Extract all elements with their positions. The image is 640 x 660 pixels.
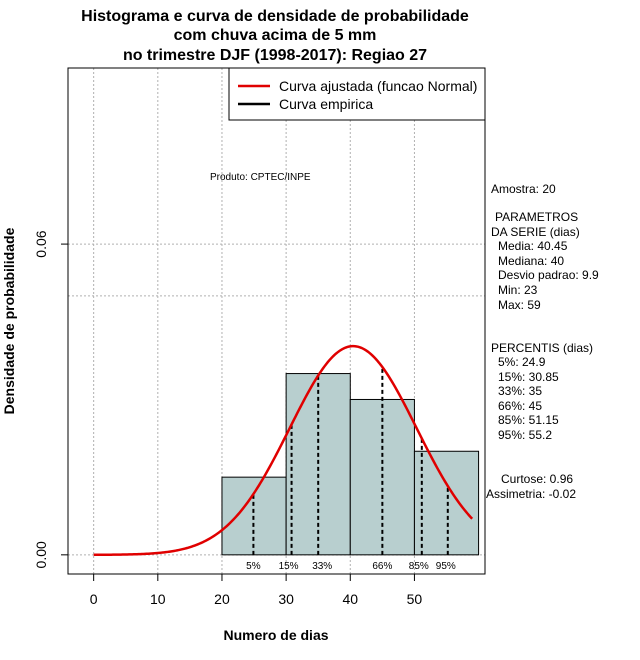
stat-p85: 85%: 51.15 [498, 413, 559, 427]
stats-panel: Amostra: 20 PARAMETROS DA SERIE (dias) M… [486, 182, 599, 501]
legend-label-empirical: Curva empirica [279, 96, 373, 112]
chart-title: Histograma e curva de densidade de proba… [81, 8, 469, 64]
x-tick-label-0: 0 [90, 591, 98, 607]
hist-bar-3 [413, 450, 480, 556]
params-title-1: PARAMETROS [495, 210, 578, 224]
sample-size: Amostra: 20 [491, 182, 556, 196]
y-axis: 0.00 0.06 [33, 230, 69, 568]
legend: Curva ajustada (funcao Normal) Curva emp… [228, 67, 486, 121]
stat-skewness: Assimetria: -0.02 [486, 487, 576, 501]
normal-curve-group [93, 344, 474, 557]
stat-p33: 33%: 35 [498, 384, 542, 398]
percentile-label-1: 15% [279, 561, 299, 572]
histogram-bars [221, 373, 480, 556]
percentile-lines [252, 367, 449, 555]
stat-std: Desvio padrao: 9.9 [498, 268, 599, 282]
title-line-3: no trimestre DJF (1998-2017): Regiao 27 [123, 47, 427, 64]
stat-mean: Media: 40.45 [498, 239, 568, 253]
stat-p95: 95%: 55.2 [498, 428, 552, 442]
y-tick-label-0-06: 0.06 [33, 230, 49, 257]
legend-box [228, 67, 486, 121]
y-tick-label-0: 0.00 [33, 541, 49, 568]
percentile-label-0: 5% [246, 561, 261, 572]
x-tick-label-30: 30 [278, 591, 294, 607]
x-tick-label-20: 20 [214, 591, 230, 607]
legend-label-normal: Curva ajustada (funcao Normal) [279, 78, 477, 94]
normal-curve [93, 344, 474, 557]
percentile-label-2: 33% [312, 561, 332, 572]
percentile-label-5: 95% [436, 561, 456, 572]
stat-min: Min: 23 [498, 283, 538, 297]
x-axis-label: Numero de dias [223, 627, 328, 643]
stat-median: Mediana: 40 [498, 254, 564, 268]
percentile-labels: 5% 15% 33% 66% 85% 95% [246, 561, 456, 572]
y-axis-label: Densidade de probabilidade [1, 227, 17, 414]
x-tick-label-50: 50 [407, 591, 423, 607]
stat-p66: 66%: 45 [498, 399, 542, 413]
percentiles-title: PERCENTIS (dias) [491, 341, 593, 355]
params-title-2: DA SERIE (dias) [491, 225, 580, 239]
stat-kurtosis: Curtose: 0.96 [501, 472, 573, 486]
title-line-2: com chuva acima de 5 mm [174, 27, 377, 44]
x-tick-label-10: 10 [150, 591, 166, 607]
percentile-label-4: 85% [409, 561, 429, 572]
product-label: Produto: CPTEC/INPE [210, 172, 311, 183]
x-axis: 0 10 20 30 40 50 [90, 573, 423, 607]
title-line-1: Histograma e curva de densidade de proba… [81, 8, 469, 25]
x-tick-label-40: 40 [342, 591, 358, 607]
percentile-label-3: 66% [372, 561, 392, 572]
stat-max: Max: 59 [498, 298, 541, 312]
stat-p5: 5%: 24.9 [498, 355, 546, 369]
stat-p15: 15%: 30.85 [498, 370, 559, 384]
